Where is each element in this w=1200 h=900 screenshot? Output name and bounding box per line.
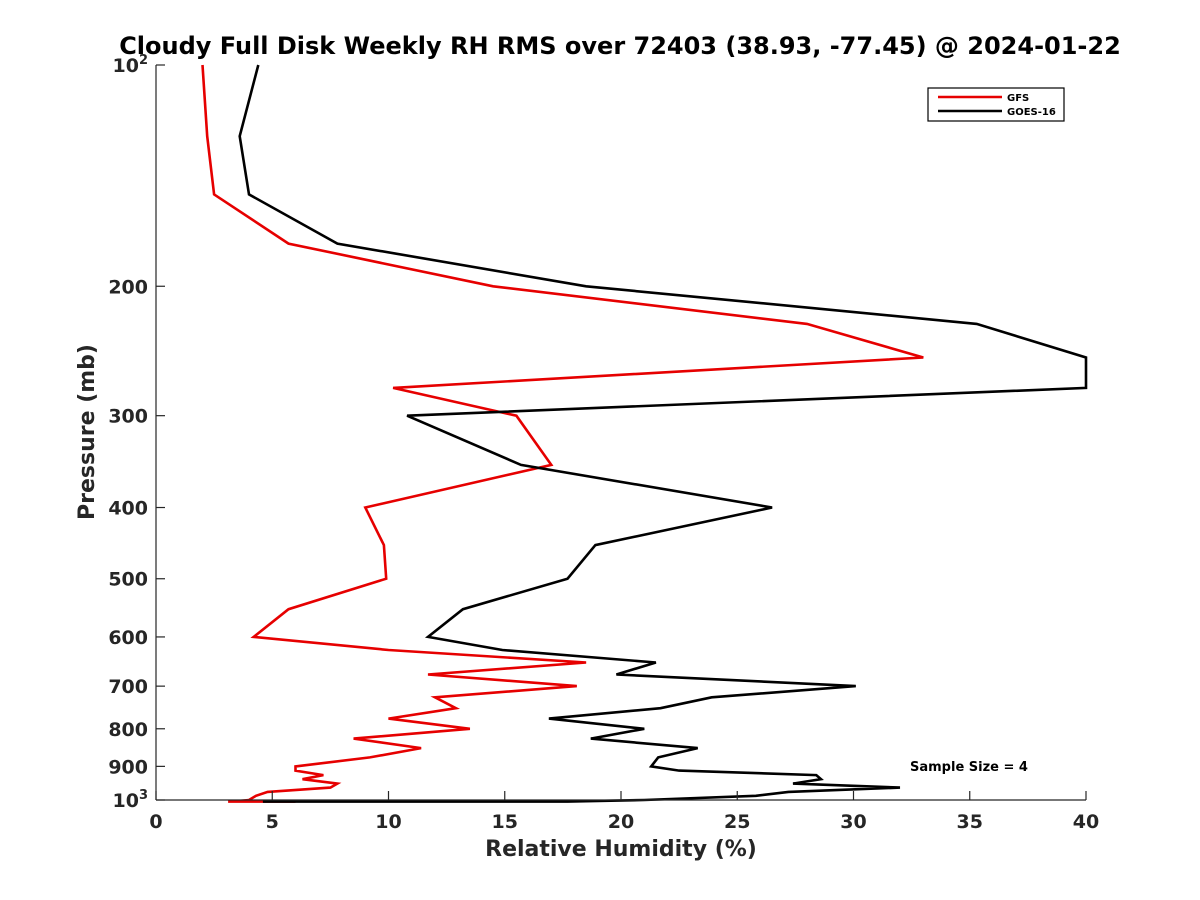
y-tick-label: 700 [108, 676, 148, 698]
x-tick-label: 5 [266, 811, 279, 833]
legend-label-goes16: GOES-16 [1007, 107, 1056, 118]
sample-size-annotation: Sample Size = 4 [910, 760, 1028, 775]
y-tick-label: 600 [108, 627, 148, 649]
x-tick-label: 10 [375, 811, 401, 833]
y-tick-label: 300 [108, 406, 148, 428]
x-tick-label: 20 [608, 811, 634, 833]
y-tick-label: 400 [108, 498, 148, 520]
legend-label-gfs: GFS [1007, 93, 1029, 104]
y-tick-label: 900 [108, 756, 148, 778]
x-tick-label: 30 [840, 811, 866, 833]
x-tick-label: 35 [957, 811, 983, 833]
y-tick-label: 800 [108, 719, 148, 741]
y-axis-label: Pressure (mb) [75, 344, 100, 520]
y-tick-label: 200 [108, 276, 148, 298]
y-tick-label: 103 [113, 788, 149, 812]
x-tick-label: 25 [724, 811, 750, 833]
x-tick-label: 40 [1073, 811, 1099, 833]
y-tick-label: 102 [113, 53, 149, 77]
y-tick-label: 500 [108, 569, 148, 591]
plot-area [156, 65, 1086, 800]
chart-title: Cloudy Full Disk Weekly RH RMS over 7240… [119, 32, 1121, 60]
x-ticks: 0 5 10 15 20 25 30 35 40 [149, 791, 1099, 833]
x-tick-label: 15 [492, 811, 518, 833]
legend: GFS GOES-16 [927, 87, 1065, 122]
x-axis-label: Relative Humidity (%) [485, 837, 757, 862]
legend-box [927, 87, 1065, 122]
y-ticks: 102 200 300 400 500 600 700 800 900 103 [108, 53, 165, 812]
series-line-gfs [201, 64, 924, 803]
series-layer [201, 64, 1088, 803]
x-tick-label: 0 [149, 811, 162, 833]
series-line-goes16 [238, 64, 1088, 803]
